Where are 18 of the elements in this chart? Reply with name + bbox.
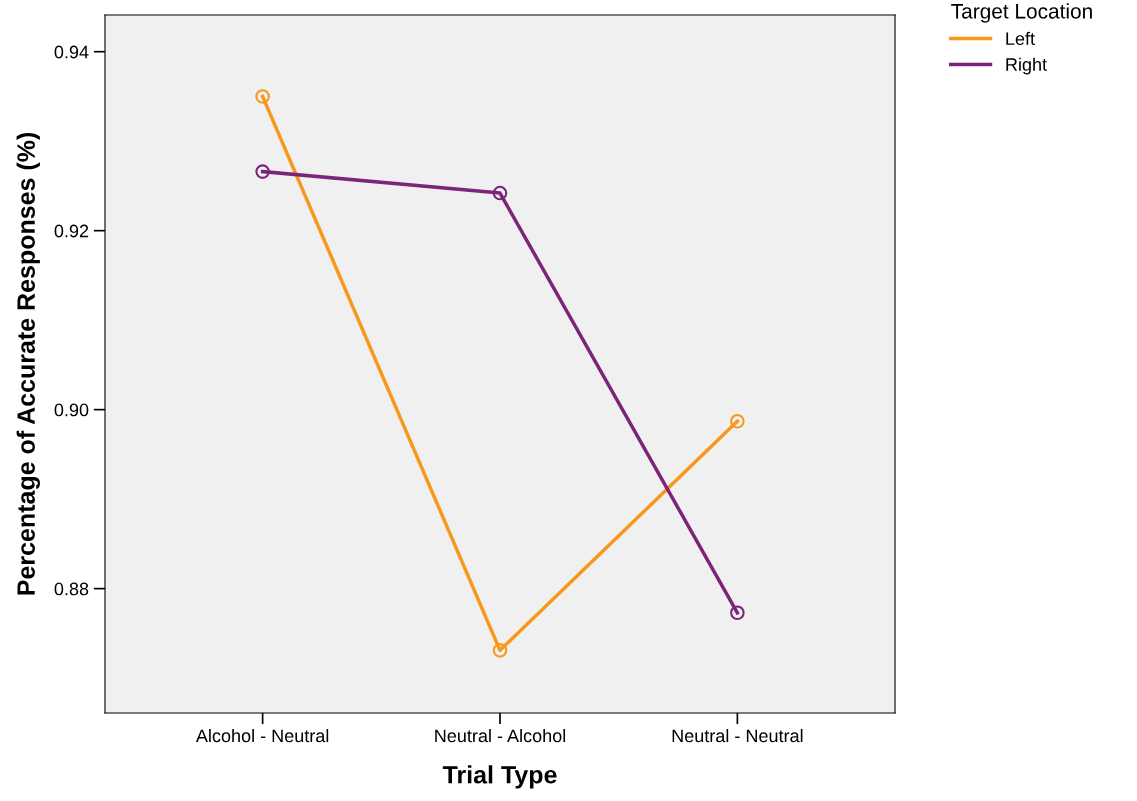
y-tick-label: 0.88 [54, 582, 89, 596]
x-tick-label: Neutral - Neutral [672, 728, 803, 743]
y-tick-label: 0.92 [54, 224, 89, 238]
point [730, 605, 745, 621]
point [255, 164, 270, 179]
y-tick-label: 0.94 [54, 45, 89, 59]
point [255, 89, 270, 104]
legend-label: Left [1006, 31, 1035, 46]
y-tick-label: 0.90 [54, 403, 89, 417]
x-tick-label: Alcohol - Neutral [195, 728, 329, 743]
legend-title: Target Location [951, 3, 1092, 23]
y-axis-title: Percentage of Accurate Responses (%) [16, 132, 40, 595]
x-axis-title: Trial Type [442, 765, 557, 789]
legend-label: Right [1006, 57, 1047, 75]
x-tick-label: Neutral - Alcohol [435, 728, 566, 743]
point [730, 413, 745, 429]
point [492, 643, 508, 658]
point [492, 185, 508, 201]
